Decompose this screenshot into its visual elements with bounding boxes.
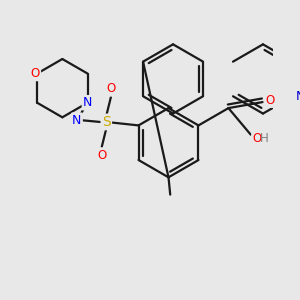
- Text: O: O: [106, 82, 116, 95]
- Text: N: N: [296, 90, 300, 103]
- Text: O: O: [252, 132, 262, 145]
- Text: O: O: [265, 94, 274, 107]
- Text: N: N: [83, 96, 92, 109]
- Text: O: O: [31, 67, 40, 80]
- Text: N: N: [72, 114, 82, 127]
- Text: O: O: [97, 148, 106, 161]
- Text: S: S: [102, 115, 111, 129]
- Text: H: H: [260, 132, 269, 145]
